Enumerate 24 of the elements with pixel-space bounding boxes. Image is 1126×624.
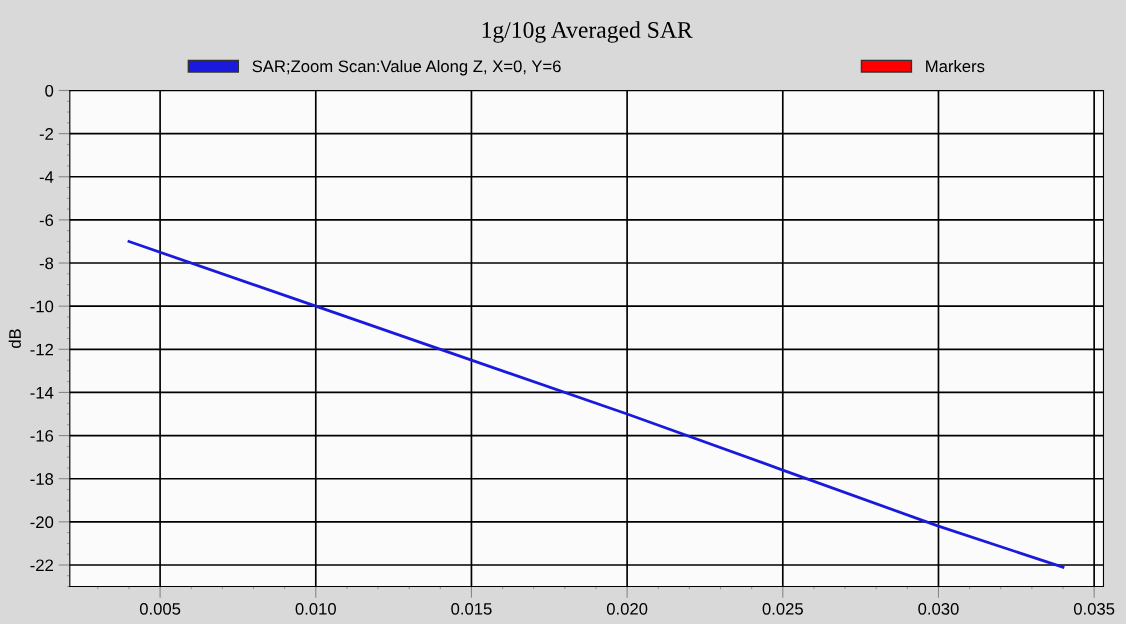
line-series — [127, 240, 1065, 569]
x-tick-label: 0.015 — [451, 602, 492, 615]
legend-label: SAR;Zoom Scan:Value Along Z, X=0, Y=6 — [252, 59, 561, 76]
y-tick-label: -10 — [30, 300, 54, 313]
y-tick-label: -16 — [30, 429, 54, 442]
x-tick-label: 0.035 — [1073, 602, 1115, 615]
y-tick-label: -14 — [30, 387, 54, 399]
x-tick-label: 0.030 — [918, 602, 959, 615]
chart-title: 1g/10g Averaged SAR — [482, 21, 693, 43]
x-tick-label: 0.005 — [139, 602, 181, 615]
y-tick-label: 0 — [45, 84, 54, 97]
x-tick-label: 0.025 — [762, 602, 803, 615]
y-tick-label: -20 — [30, 516, 54, 529]
legend-label: Markers — [926, 59, 985, 73]
y-tick-label: -8 — [39, 257, 54, 270]
y-axis-title: dB — [8, 329, 21, 349]
y-tick-label: -4 — [39, 171, 54, 183]
y-tick-label: -2 — [39, 128, 53, 140]
x-tick-label: 0.020 — [606, 602, 648, 615]
y-tick-label: -12 — [30, 343, 54, 356]
y-tick-label: -6 — [39, 214, 54, 227]
x-tick-label: 0.010 — [295, 602, 336, 615]
y-tick-label: -18 — [30, 473, 54, 485]
y-tick-label: -22 — [30, 559, 54, 572]
